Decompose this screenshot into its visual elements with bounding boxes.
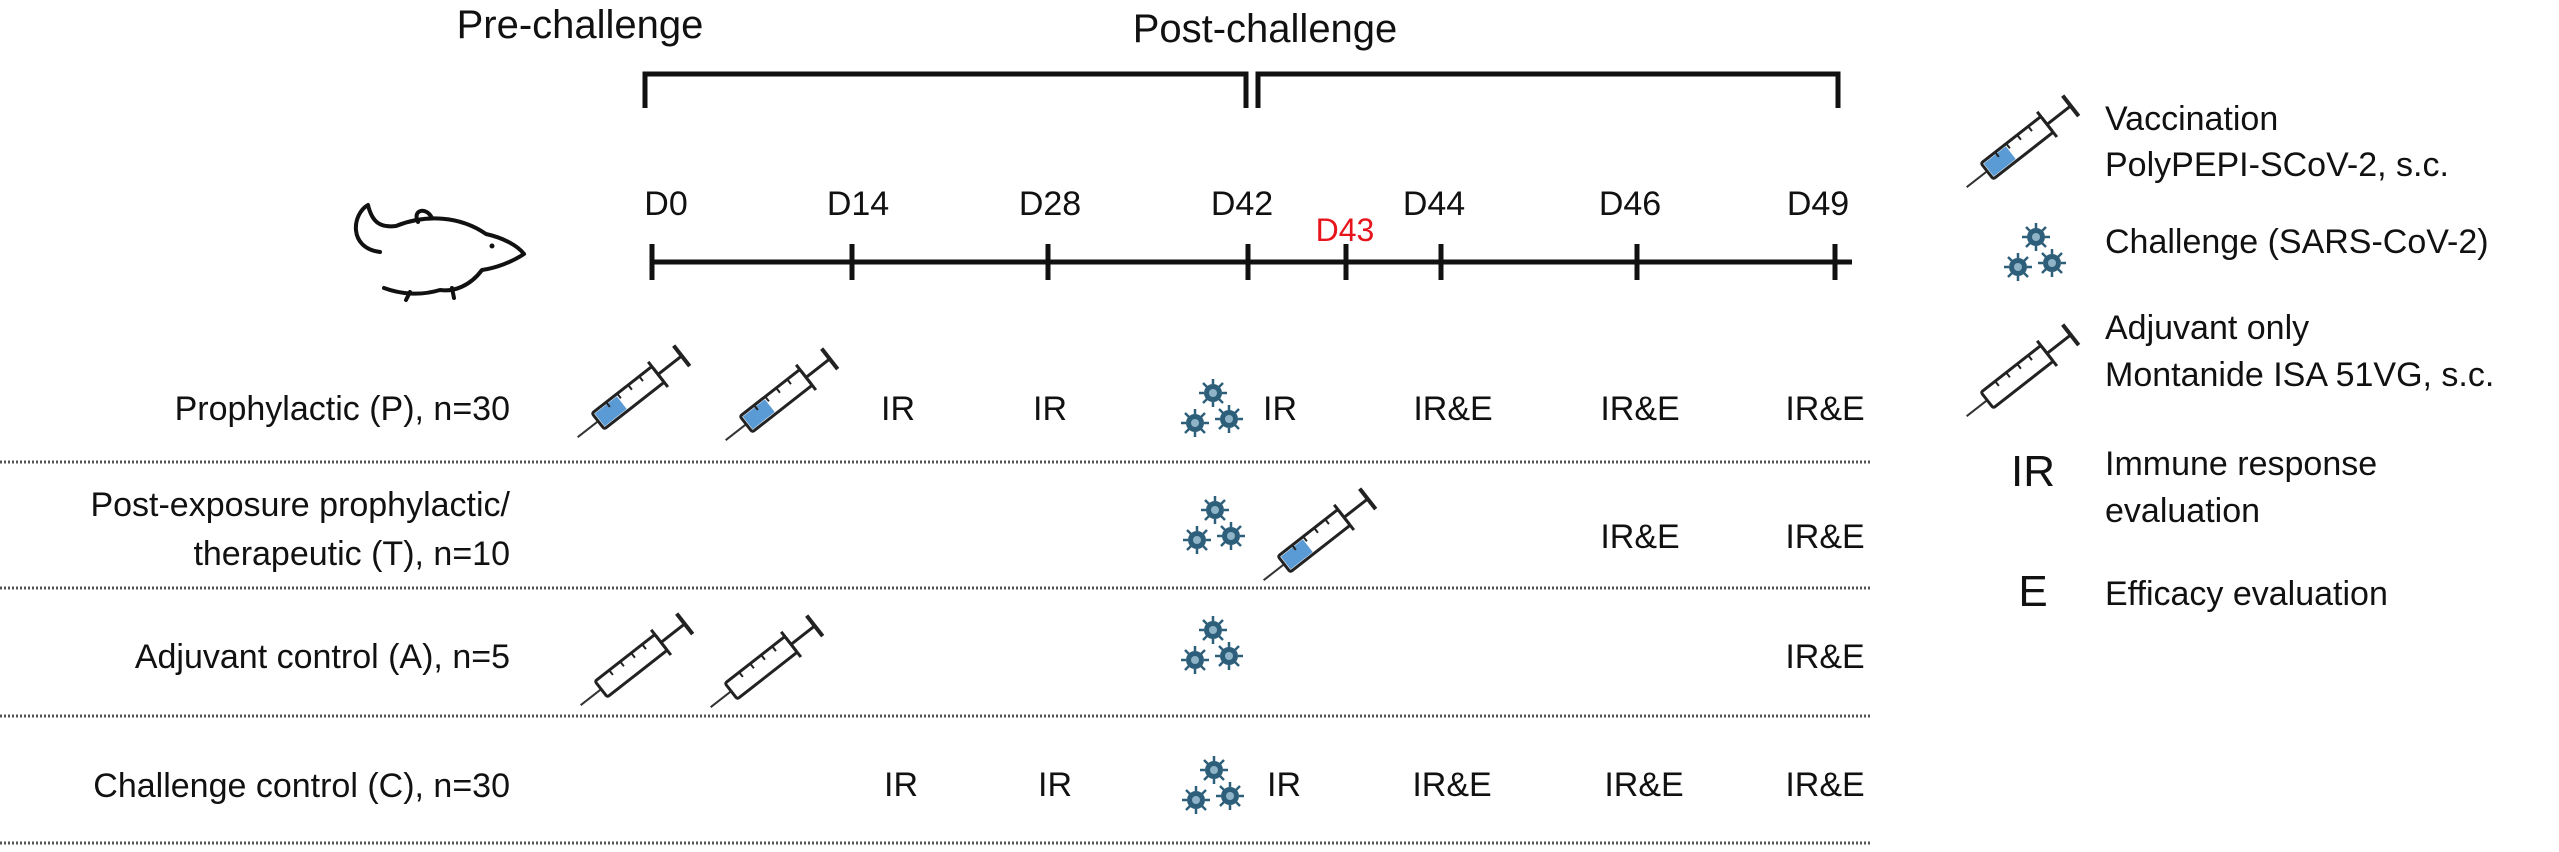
day-label-d28: D28 xyxy=(1019,185,1081,223)
schedule-cell-p-d28: IR xyxy=(1033,390,1067,428)
legend-adjuvant-title: Adjuvant only xyxy=(2105,309,2309,347)
mouse-icon xyxy=(354,203,526,302)
legend-challenge-text: Challenge (SARS-CoV-2) xyxy=(2105,223,2489,261)
schedule-cell-t-d46: IR&E xyxy=(1600,518,1679,556)
schedule-cell-c-d49: IR&E xyxy=(1785,766,1864,804)
schedule-cell-p-d49: IR&E xyxy=(1785,390,1864,428)
virus-challenge-icon xyxy=(1181,379,1243,437)
schedule-cell-p-d14: IR xyxy=(881,390,915,428)
schedule-cell-c-d42: IR xyxy=(1267,766,1301,804)
day-label-d44: D44 xyxy=(1403,185,1465,223)
pre-challenge-label: Pre-challenge xyxy=(457,3,704,47)
virus-challenge-icon xyxy=(1182,756,1244,814)
group-label-therapeutic-line1: Post-exposure prophylactic/ xyxy=(90,486,510,524)
vaccination-syringe-icon xyxy=(565,341,694,452)
pre-challenge-bracket xyxy=(642,71,1249,108)
schedule-cell-p-d44: IR&E xyxy=(1413,390,1492,428)
day-label-d42: D42 xyxy=(1211,185,1273,223)
schedule-cell-t-d49: IR&E xyxy=(1785,518,1864,556)
schedule-cell-p-d42: IR xyxy=(1263,390,1297,428)
schedule-cell-c-d46: IR&E xyxy=(1604,766,1683,804)
day-label-d0: D0 xyxy=(644,185,687,223)
vaccination-syringe-icon xyxy=(713,344,842,455)
virus-challenge-icon xyxy=(1183,496,1245,554)
legend-ir-symbol: IR xyxy=(2011,447,2055,496)
legend-ir-text-line2: evaluation xyxy=(2105,492,2260,530)
legend-adjuvant-detail: Montanide ISA 51VG, s.c. xyxy=(2105,356,2494,394)
schedule-cell-a-d49: IR&E xyxy=(1785,638,1864,676)
schedule-cell-c-d44: IR&E xyxy=(1412,766,1491,804)
legend: Vaccination PolyPEPI-SCoV-2, s.c. Challe… xyxy=(1954,91,2494,616)
legend-challenge-icon xyxy=(2004,223,2066,281)
adjuvant-syringe-icon xyxy=(698,611,827,722)
legend-vaccination-title: Vaccination xyxy=(2105,100,2278,138)
day-label-d49: D49 xyxy=(1787,185,1849,223)
schedule-cell-p-d46: IR&E xyxy=(1600,390,1679,428)
legend-e-symbol: E xyxy=(2018,567,2047,616)
schedule-cell-c-d14: IR xyxy=(884,766,918,804)
legend-ir-text-line1: Immune response xyxy=(2105,445,2377,483)
vaccination-syringe-icon xyxy=(1251,484,1380,595)
legend-e-text: Efficacy evaluation xyxy=(2105,575,2388,613)
post-challenge-bracket xyxy=(1255,71,1841,108)
adjuvant-syringe-icon xyxy=(568,609,697,720)
timeline-ticks xyxy=(649,244,1838,280)
group-label-therapeutic-line2: therapeutic (T), n=10 xyxy=(193,535,510,573)
challenge-day-label: D43 xyxy=(1316,212,1375,248)
group-label-prophylactic: Prophylactic (P), n=30 xyxy=(175,390,510,428)
group-label-adjuvant-control: Adjuvant control (A), n=5 xyxy=(135,638,510,676)
legend-vaccination-detail: PolyPEPI-SCoV-2, s.c. xyxy=(2105,146,2449,184)
group-label-challenge-control: Challenge control (C), n=30 xyxy=(93,767,510,805)
legend-vaccination-icon xyxy=(1954,91,2083,202)
schedule-cell-c-d28: IR xyxy=(1038,766,1072,804)
day-label-d46: D46 xyxy=(1599,185,1661,223)
day-label-d14: D14 xyxy=(827,185,889,223)
post-challenge-label: Post-challenge xyxy=(1133,7,1398,51)
legend-adjuvant-icon xyxy=(1954,320,2083,431)
virus-challenge-icon xyxy=(1181,616,1243,674)
